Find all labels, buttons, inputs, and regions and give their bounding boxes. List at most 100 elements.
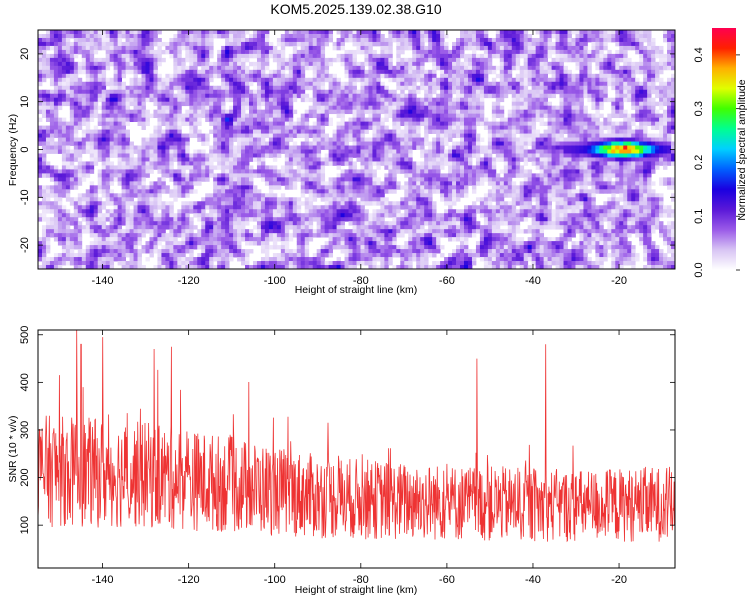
heatmap-cell [292, 145, 298, 150]
heatmap-cell [599, 89, 604, 95]
heatmap-cell [432, 30, 437, 35]
heatmap-cell [81, 165, 87, 170]
heatmap-cell [551, 81, 556, 87]
heatmap-cell [432, 141, 437, 146]
heatmap-cell [169, 161, 174, 166]
heatmap-cell [575, 97, 580, 103]
heatmap-cell [304, 53, 310, 59]
heatmap-cell [264, 149, 270, 154]
heatmap-cell [479, 30, 485, 35]
heatmap-cell [631, 153, 636, 158]
heatmap-cell [523, 145, 529, 150]
heatmap-cell [268, 137, 274, 142]
heatmap-cell [647, 69, 652, 75]
heatmap-cell [452, 113, 457, 119]
heatmap-cell [463, 73, 469, 79]
heatmap-cell [264, 125, 270, 130]
heatmap-cell [109, 77, 115, 83]
heatmap-cell [157, 41, 162, 47]
heatmap-cell [137, 57, 142, 63]
heatmap-cell [320, 97, 326, 103]
heatmap-cell [527, 117, 533, 123]
heatmap-cell [137, 69, 142, 75]
heatmap-cell [388, 149, 393, 154]
heatmap-cell [400, 85, 405, 91]
heatmap-cell [567, 81, 572, 87]
heatmap-cell [444, 41, 449, 47]
heatmap-cell [272, 85, 278, 91]
heatmap-cell [495, 73, 501, 79]
heatmap-cell [69, 121, 75, 126]
heatmap-cell [109, 81, 115, 87]
heatmap-cell [197, 113, 202, 119]
heatmap-cell [499, 53, 505, 59]
heatmap-cell [519, 65, 525, 71]
heatmap-cell [141, 61, 146, 67]
heatmap-cell [38, 101, 43, 107]
heatmap-cell [428, 141, 433, 146]
heatmap-cell [583, 69, 588, 75]
heatmap-cell [336, 81, 341, 87]
heatmap-cell [49, 105, 55, 111]
heatmap-cell [197, 97, 202, 103]
heatmap-cell [424, 133, 429, 138]
heatmap-cell [173, 73, 178, 79]
heatmap-cell [571, 109, 576, 115]
heatmap-cell [117, 41, 123, 47]
heatmap-cell [507, 141, 513, 146]
heatmap-cell [436, 141, 441, 146]
heatmap-cell [511, 77, 517, 83]
heatmap-cell [141, 141, 146, 146]
heatmap-cell [53, 85, 59, 91]
heatmap-cell [360, 73, 365, 79]
heatmap-cell [623, 153, 628, 158]
heatmap-cell [571, 125, 576, 130]
heatmap-cell [177, 133, 182, 138]
heatmap-cell [471, 165, 477, 170]
heatmap-cell [300, 77, 306, 83]
heatmap-cell [221, 73, 226, 79]
heatmap-cell [511, 49, 517, 55]
heatmap-cell [117, 77, 123, 83]
heatmap-cell [41, 49, 47, 55]
heatmap-cell [241, 101, 246, 107]
heatmap-cell [97, 137, 103, 142]
heatmap-cell [165, 161, 170, 166]
heatmap-cell [615, 65, 620, 71]
heatmap-cell [543, 41, 548, 47]
heatmap-cell [463, 97, 469, 103]
heatmap-cell [352, 57, 357, 63]
heatmap-cell [237, 69, 242, 75]
heatmap-cell [320, 53, 326, 59]
heatmap-cell [264, 73, 270, 79]
heatmap-cell [487, 145, 493, 150]
heatmap-cell [483, 61, 489, 67]
heatmap-cell [467, 30, 473, 35]
heatmap-cell [157, 157, 162, 162]
heatmap-cell [372, 65, 377, 71]
heatmap-cell [81, 169, 87, 174]
heatmap-cell [424, 57, 429, 63]
heatmap-cell [252, 49, 258, 55]
heatmap-cell [161, 89, 166, 95]
heatmap-cell [181, 69, 186, 75]
heatmap-cell [272, 137, 278, 142]
heatmap-cell [89, 33, 95, 39]
heatmap-cell [412, 133, 417, 138]
heatmap-cell [213, 125, 218, 130]
heatmap-cell [109, 137, 115, 142]
heatmap-cell [392, 93, 397, 99]
heatmap-cell [300, 33, 306, 39]
heatmap-cell [272, 149, 278, 154]
heatmap-cell [579, 57, 584, 63]
heatmap-cell [237, 145, 242, 150]
heatmap-cell [97, 133, 103, 138]
heatmap-cell [165, 125, 170, 130]
heatmap-cell [332, 161, 337, 166]
heatmap-cell [312, 69, 318, 75]
heatmap-cell [400, 57, 405, 63]
heatmap-cell [643, 137, 648, 142]
heatmap-cell [483, 145, 489, 150]
heatmap-cell [344, 81, 349, 87]
heatmap-cell [308, 61, 314, 67]
